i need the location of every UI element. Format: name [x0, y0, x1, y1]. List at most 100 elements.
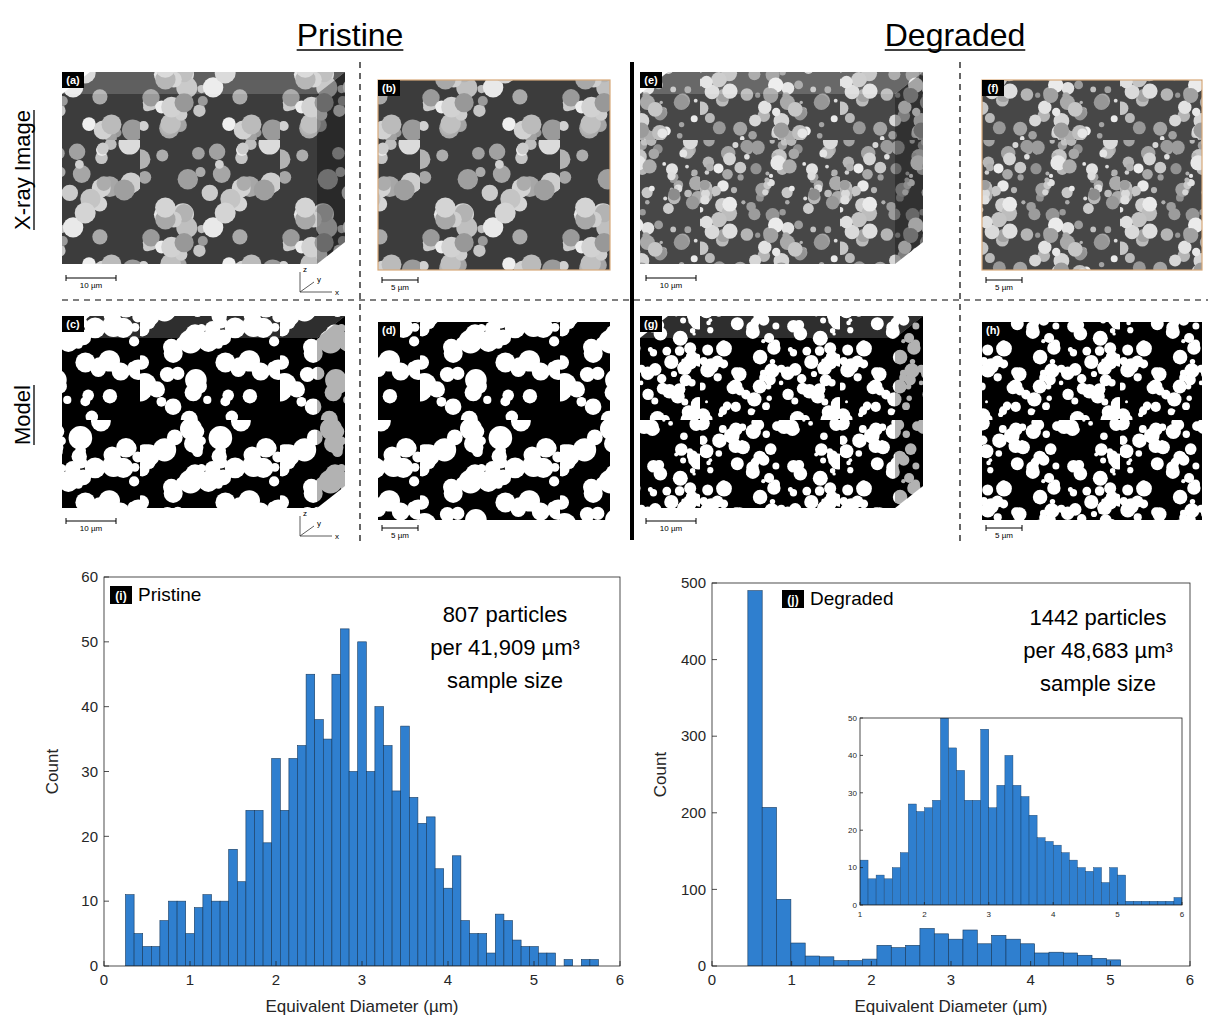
row-label-group: Model: [10, 385, 35, 445]
y-tick-label: 500: [681, 574, 706, 591]
annotation: 1442 particles: [1030, 605, 1167, 630]
volume-top: [640, 72, 923, 94]
bar: [1142, 901, 1150, 905]
volume-render: [62, 316, 345, 508]
scale-bar-label: 5 µm: [995, 531, 1013, 540]
bar: [920, 928, 934, 966]
bar: [957, 770, 965, 905]
scale-bar: [1022, 277, 1023, 283]
bar: [876, 875, 884, 905]
axis-triad: [300, 282, 314, 292]
bar: [203, 895, 212, 966]
bar: [160, 921, 169, 966]
annotation: per 48,683 µm³: [1023, 638, 1173, 663]
bar: [1006, 939, 1020, 966]
x-tick: [276, 961, 277, 966]
x-tick: [951, 961, 952, 966]
bar: [358, 642, 367, 966]
bar: [848, 961, 862, 966]
bar: [1029, 815, 1037, 905]
bar: [349, 772, 358, 967]
y-tick: [712, 889, 717, 890]
y-tick-label: 30: [848, 789, 857, 798]
y-tick-label: 300: [681, 727, 706, 744]
bar: [777, 899, 791, 966]
chart: 01234560100200300400500Equivalent Diamet…: [651, 574, 1194, 1016]
y-tick: [104, 706, 109, 707]
bar: [891, 948, 905, 966]
bar: [1037, 838, 1045, 905]
annotation: sample size: [1040, 671, 1156, 696]
panel-letter: (b): [382, 82, 396, 94]
volume-top-shade: [640, 72, 923, 94]
scale-bar: [66, 278, 116, 279]
scale-bar-label: 10 µm: [660, 524, 683, 533]
y-tick-label: 60: [81, 568, 98, 585]
axis-triad-label: y: [317, 519, 321, 528]
bar: [470, 934, 479, 966]
scale-bar-label: 10 µm: [660, 281, 683, 290]
bar: [186, 934, 195, 966]
volume-top-shade: [62, 316, 345, 338]
bar: [547, 953, 556, 966]
bar: [169, 901, 178, 966]
bar: [444, 888, 453, 966]
volume-side-shade: [895, 72, 923, 264]
panel-letter-bg: [640, 72, 662, 88]
chart: 01234560102030405060Equivalent Diameter …: [43, 568, 624, 1016]
bar: [1078, 955, 1092, 966]
bar: [997, 785, 1005, 905]
bar: [298, 746, 307, 966]
panel-letter-bg: [62, 316, 84, 332]
bar: [992, 935, 1006, 966]
bar: [906, 945, 920, 966]
scale-bar: [646, 518, 647, 524]
underline: [885, 49, 1026, 51]
bar: [478, 934, 487, 966]
bar: [366, 772, 375, 967]
bar: [384, 746, 393, 966]
panel-letter: (c): [66, 318, 80, 330]
x-tick-label: 4: [1026, 971, 1034, 988]
y-tick-label: 30: [81, 763, 98, 780]
bar: [877, 945, 891, 966]
scale-bar-label: 5 µm: [391, 531, 409, 540]
x-tick-label: 6: [1180, 910, 1185, 919]
x-tick-label: 6: [616, 971, 624, 988]
separator: [62, 299, 1208, 300]
bar: [392, 791, 401, 966]
bar: [151, 947, 160, 966]
bar: [315, 720, 324, 966]
volume-render: [640, 72, 923, 264]
x-tick: [1053, 902, 1054, 905]
volume-front: [62, 338, 317, 508]
y-axis-title: Count: [651, 752, 670, 798]
scale-bar: [986, 528, 1022, 529]
scale-bar: [66, 521, 116, 522]
annotation: sample size: [447, 668, 563, 693]
scale-bar: [382, 528, 418, 529]
scale-bar-label: 5 µm: [391, 283, 409, 292]
y-tick-label: 10: [848, 863, 857, 872]
x-tick-label: 3: [987, 910, 992, 919]
scale-bar: [382, 280, 418, 281]
x-tick-label: 6: [1186, 971, 1194, 988]
y-tick: [712, 659, 717, 660]
axis-triad-label: y: [317, 275, 321, 284]
bar: [860, 860, 868, 905]
bar: [306, 674, 315, 966]
y-tick-label: 40: [81, 698, 98, 715]
panel-letter: (g): [644, 318, 658, 330]
axis-triad-label: x: [335, 532, 339, 541]
bar: [805, 956, 819, 966]
plot-frame: [860, 718, 1182, 905]
bar: [495, 914, 504, 966]
x-tick: [1030, 961, 1031, 966]
bar: [748, 591, 762, 966]
bar: [916, 812, 924, 906]
bar: [246, 810, 255, 966]
bar: [1093, 868, 1101, 905]
bar: [1049, 952, 1063, 966]
x-tick-label: 0: [708, 971, 716, 988]
bar: [762, 807, 776, 966]
